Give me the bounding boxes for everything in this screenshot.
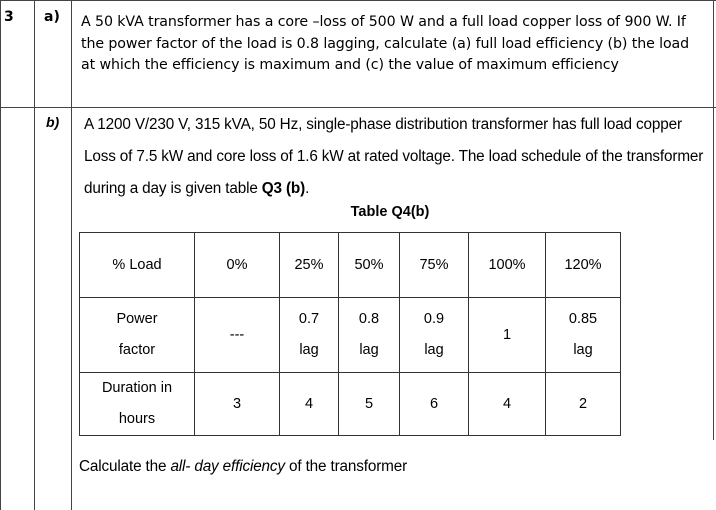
table-cell: 3: [194, 372, 280, 436]
cell-value: 1: [502, 326, 512, 343]
table-cell: 0.85 lag: [545, 297, 621, 373]
cell-value: 0.9: [423, 311, 445, 327]
part-b-text-lead: A 1200 V/230 V, 315 kVA, 50 Hz, single-p…: [84, 116, 704, 197]
table-cell: 2: [545, 372, 621, 436]
cell-suffix: lag: [299, 342, 319, 358]
header-cell: 75%: [399, 232, 469, 298]
instruction-end: of the transformer: [284, 458, 408, 475]
instruction-emphasis: all- day efficiency: [170, 458, 285, 475]
instruction-lead: Calculate the: [79, 458, 171, 475]
table-caption: Table Q4(b): [350, 204, 430, 220]
header-cell: % Load: [79, 232, 195, 298]
row-label-line: hours: [118, 411, 156, 427]
part-a-label: a): [44, 9, 60, 25]
part-a-question-text: A 50 kVA transformer has a core –loss of…: [81, 14, 690, 73]
header-cell: 50%: [338, 232, 400, 298]
part-b-label: b): [46, 114, 60, 130]
cell-suffix: lag: [424, 342, 444, 358]
cell-suffix: lag: [573, 342, 593, 358]
table-cell: 6: [399, 372, 469, 436]
power-factor-row: Power factor --- 0.7 lag 0.8 lag 0.9 lag…: [79, 297, 621, 373]
part-b-question-text: A 1200 V/230 V, 315 kVA, 50 Hz, single-p…: [84, 109, 704, 205]
row-label-line: Duration in: [101, 380, 173, 396]
right-border-line: [713, 0, 714, 440]
part-divider-line: [0, 107, 716, 108]
cell-value: 0.85: [568, 311, 598, 327]
table-cell: 1: [468, 297, 546, 373]
top-border-line: [0, 0, 716, 1]
table-cell: 4: [468, 372, 546, 436]
load-schedule-table: % Load 0% 25% 50% 75% 100% 120% Power fa…: [79, 232, 621, 436]
header-cell: 100%: [468, 232, 546, 298]
header-cell: 120%: [545, 232, 621, 298]
instruction-text: Calculate the all- day efficiency of the…: [79, 458, 407, 476]
table-reference: Q3 (b): [261, 180, 306, 197]
header-cell: 0%: [194, 232, 280, 298]
row-label-line: factor: [118, 342, 156, 358]
table-cell: 0.8 lag: [338, 297, 400, 373]
cell-value: 0.7: [298, 311, 320, 327]
part-column-divider: [71, 0, 72, 510]
table-cell: 0.7 lag: [279, 297, 339, 373]
cell-value: 0.8: [358, 311, 380, 327]
table-cell: 4: [279, 372, 339, 436]
header-cell: 25%: [279, 232, 339, 298]
cell-value: ---: [229, 326, 245, 343]
duration-row: Duration in hours 3 4 5 6 4 2: [79, 372, 621, 436]
table-header-row: % Load 0% 25% 50% 75% 100% 120%: [79, 232, 621, 298]
table-cell: ---: [194, 297, 280, 373]
table-cell: 5: [338, 372, 400, 436]
part-b-text-end: .: [305, 180, 310, 197]
row-label-cell: Power factor: [79, 297, 195, 373]
row-label-line: Power: [116, 311, 158, 327]
number-column-divider: [34, 0, 35, 510]
left-border-line: [0, 0, 1, 510]
row-label-cell: Duration in hours: [79, 372, 195, 436]
table-cell: 0.9 lag: [399, 297, 469, 373]
cell-suffix: lag: [359, 342, 379, 358]
question-number: 3: [4, 9, 14, 25]
